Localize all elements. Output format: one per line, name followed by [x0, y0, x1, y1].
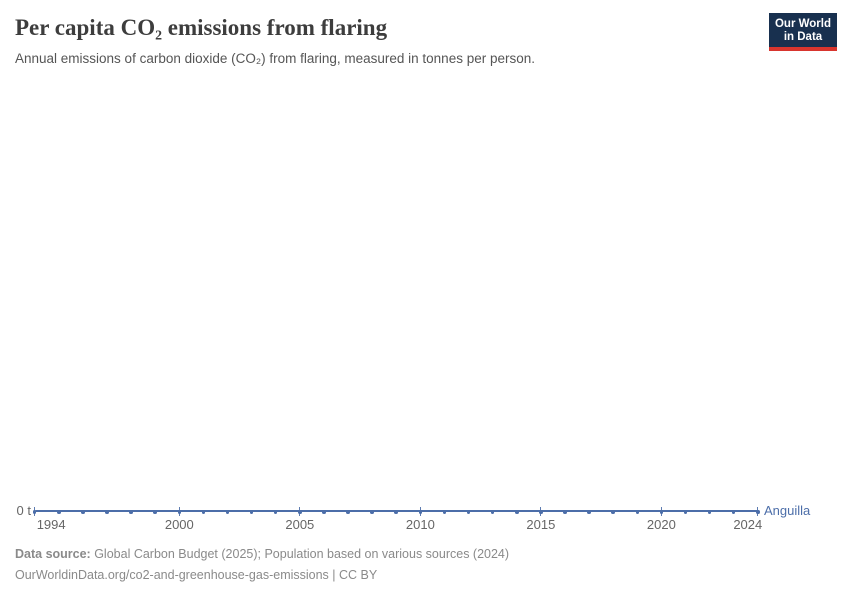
x-tick-label: 1994 [36, 517, 66, 532]
x-tick-label: 2010 [405, 517, 435, 532]
plot-area: 0 t 1994 2000 2005 2010 2015 2020 2024 Anguill… [0, 80, 850, 540]
data-point [370, 510, 374, 514]
x-tick [540, 506, 542, 516]
x-tick-label: 2020 [646, 517, 676, 532]
data-point [707, 510, 712, 514]
x-tick [178, 506, 180, 516]
x-tick [419, 506, 421, 516]
owid-logo[interactable]: Our World in Data [769, 13, 837, 51]
x-tick [34, 506, 36, 516]
data-point [105, 510, 109, 514]
data-point [153, 510, 157, 514]
data-point [611, 510, 615, 514]
data-point [201, 510, 206, 514]
x-tick-label: 2000 [164, 517, 194, 532]
data-point [683, 510, 688, 514]
data-point [225, 510, 230, 514]
x-tick-label: 2005 [285, 517, 315, 532]
footer-source-text: Global Carbon Budget (2025); Population … [90, 547, 510, 561]
footer-link[interactable]: OurWorldinData.org/co2-and-greenhouse-ga… [15, 568, 378, 582]
data-point [249, 510, 254, 514]
x-tick-label: 2024 [733, 517, 763, 532]
x-tick [660, 506, 662, 516]
series-entity-label[interactable]: Anguilla [764, 503, 811, 518]
data-point [81, 510, 85, 514]
data-point [515, 510, 519, 514]
data-point [635, 510, 640, 514]
data-point [587, 510, 591, 514]
footer-source: Data source: Global Carbon Budget (2025)… [15, 547, 509, 562]
chart-title: Per capita CO₂ emissions from flaring [15, 15, 388, 40]
data-point [731, 510, 736, 514]
chart-subtitle: Annual emissions of carbon dioxide (CO₂)… [15, 51, 535, 66]
data-point [57, 510, 61, 514]
data-point [322, 510, 326, 514]
x-tick [757, 506, 759, 516]
data-point [466, 510, 471, 514]
data-point [563, 510, 567, 514]
data-point [273, 510, 278, 514]
footer-source-label: Data source: [15, 547, 91, 561]
data-point [394, 510, 398, 514]
data-point [490, 510, 495, 514]
data-point [129, 510, 133, 514]
y-axis-zero-label: 0 t [16, 503, 31, 518]
owid-logo-line1: Our World [774, 18, 831, 30]
owid-logo-line2: in Data [783, 31, 823, 43]
data-point [442, 510, 447, 514]
x-tick [299, 506, 301, 516]
data-point [346, 510, 350, 514]
x-tick-label: 2015 [526, 517, 556, 532]
